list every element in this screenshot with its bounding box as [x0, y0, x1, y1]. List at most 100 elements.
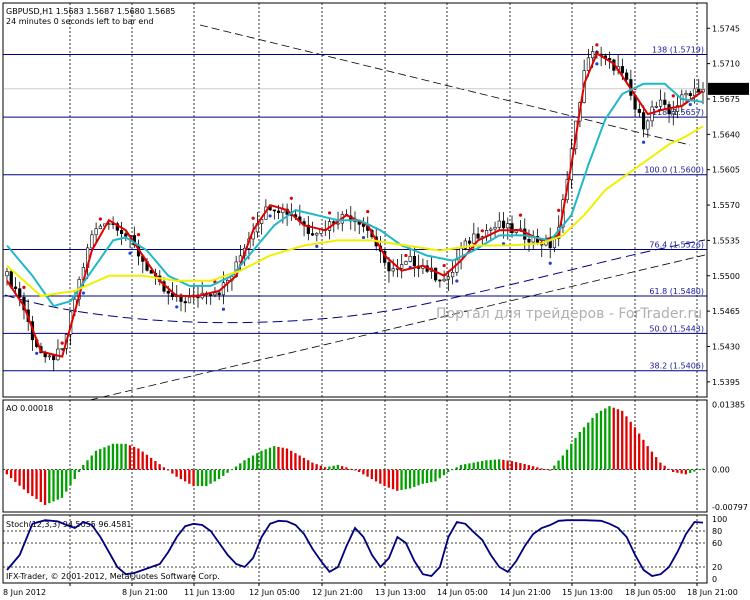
ao-tick-label: 0.00 — [712, 466, 730, 475]
ao-bar — [688, 469, 692, 473]
candle-body — [183, 301, 187, 304]
candle-body — [119, 230, 124, 235]
ao-bar — [86, 460, 89, 470]
ao-bar — [294, 453, 297, 470]
candle-body — [608, 58, 612, 61]
ao-bar — [455, 467, 458, 470]
ao-bar — [332, 465, 335, 470]
candle-body — [94, 228, 98, 236]
ao-bar — [209, 469, 212, 484]
ao-bar — [307, 460, 310, 470]
ao-bar — [502, 459, 505, 470]
ao-bar — [519, 463, 522, 470]
ao-bar — [544, 469, 547, 470]
ao-bar — [557, 460, 560, 470]
ao-bar — [65, 469, 68, 492]
ao-bar — [391, 469, 395, 490]
fractal-down-marker — [81, 291, 85, 295]
fractal-down-marker — [35, 351, 39, 355]
candle-body — [497, 220, 501, 228]
price-tick-label: 1.5570 — [712, 201, 740, 210]
time-tick-label: 8 Jun 21:00 — [122, 588, 168, 597]
ao-bar — [472, 462, 475, 470]
ao-bar — [548, 469, 552, 471]
ao-bar — [183, 469, 187, 482]
ao-bar — [171, 469, 174, 474]
ao-bar — [353, 469, 356, 471]
ao-bar — [616, 409, 620, 470]
candle-body — [124, 233, 128, 237]
candle-body — [692, 88, 697, 96]
fib-level-label: 118 (1.5657) — [652, 108, 704, 117]
fractal-down-marker — [548, 261, 552, 265]
ao-bar — [421, 469, 424, 484]
candle-body — [451, 271, 455, 278]
fractal-up-marker — [557, 208, 561, 212]
ao-bar — [73, 469, 76, 480]
candle-body — [506, 223, 510, 229]
ao-bar — [404, 469, 407, 490]
ao-bar — [260, 450, 263, 470]
candle-body — [187, 296, 192, 304]
candle-body — [277, 210, 281, 213]
ao-bar — [459, 464, 463, 470]
price-tick-label: 1.5465 — [712, 307, 740, 316]
stoch-line — [6, 519, 704, 577]
ao-bar — [5, 469, 8, 475]
ao-bar — [523, 464, 526, 470]
time-axis: 8 Jun 2012 8 Jun 21:00 11 Jun 13:00 12 Jun … — [3, 583, 738, 597]
fractal-down-marker — [361, 235, 366, 240]
candle-body — [523, 228, 527, 240]
candle-body — [217, 292, 221, 296]
candle-body — [387, 262, 391, 272]
time-tick-label: 11 Jun 13:00 — [184, 588, 235, 597]
ao-bar — [205, 469, 208, 487]
ao-bar — [128, 445, 132, 470]
stoch-tick-label: 60 — [712, 539, 722, 548]
ao-bar — [693, 469, 696, 472]
ao-bar — [493, 459, 497, 470]
ao-bar — [489, 459, 492, 470]
fractal-up-marker — [136, 233, 141, 237]
ao-bar — [565, 449, 569, 470]
price-tick-label: 1.5675 — [712, 95, 740, 104]
candle-body — [60, 348, 64, 350]
candle-body — [438, 279, 442, 282]
ao-bar — [638, 433, 641, 470]
fractal-down-marker — [688, 102, 692, 107]
ao-bar — [587, 422, 590, 470]
candle-body — [472, 233, 476, 244]
time-tick-label: 14 Jun 21:00 — [500, 588, 551, 597]
ao-bar — [434, 469, 437, 482]
time-tick-label: 15 Jun 13:00 — [562, 588, 613, 597]
ao-bar — [438, 469, 441, 479]
ao-bar — [133, 446, 136, 470]
ao-bar — [540, 468, 543, 470]
ao-bar — [531, 466, 535, 470]
price-panel: 138 (1.5719) 118 (1.5657) 100.0 (1.5600) 76… — [2, 2, 749, 583]
ao-bar — [646, 446, 649, 470]
price-tick-label: 1.5500 — [712, 272, 740, 281]
time-tick-label: 18 Jun 05:00 — [625, 588, 676, 597]
time-tick-label: 13 Jun 13:00 — [375, 588, 426, 597]
ao-bar — [413, 469, 416, 487]
candle-body — [697, 88, 701, 93]
candle-body — [671, 111, 675, 115]
current-price-box — [708, 82, 749, 95]
candle-body — [663, 99, 667, 105]
ao-bar — [625, 416, 628, 470]
price-tick-label: 1.5535 — [712, 236, 740, 245]
ao-bar — [256, 453, 259, 470]
fractal-up-marker — [480, 229, 484, 233]
ao-bar — [162, 467, 166, 470]
ao-bar — [383, 469, 386, 487]
ao-bar — [345, 467, 348, 470]
ao-bar — [217, 469, 221, 480]
current-price-label: 1.5685 — [712, 85, 740, 94]
candle-body — [489, 228, 493, 231]
candle-body — [179, 294, 183, 302]
ao-bar — [158, 464, 161, 470]
candle-body — [412, 255, 417, 267]
ao-bar — [417, 469, 420, 486]
